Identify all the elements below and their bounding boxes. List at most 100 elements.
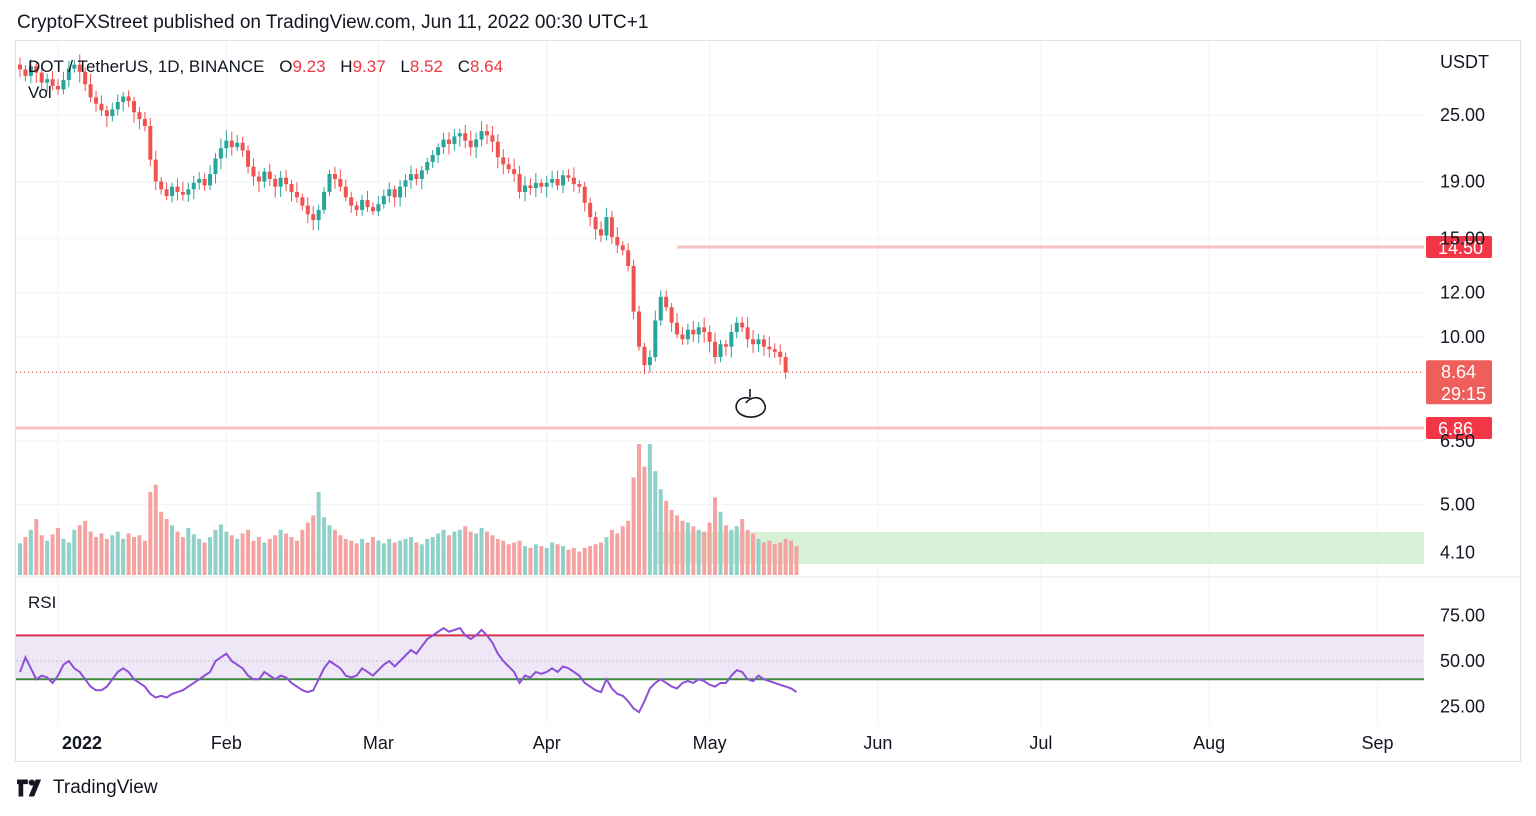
candle-body (566, 175, 571, 178)
candle-body (153, 159, 158, 182)
volume-bar (544, 547, 549, 575)
candle-body (609, 217, 614, 238)
chart-frame[interactable]: 14.50 6.86 25.00 19.00 15.00 12.00 10.00 6.50 5.… (15, 40, 1522, 763)
volume-bar (555, 544, 560, 575)
candle-body (637, 311, 642, 347)
symbol-legend: DOT / TetherUS, 1D, BINANCE O9.23 H9.37 … (28, 57, 503, 77)
volume-bar (794, 546, 799, 575)
candle-body (289, 184, 294, 192)
candle-body (713, 341, 718, 358)
volume-bar (370, 537, 375, 575)
candle-body (446, 139, 451, 144)
volume-legend: Vol (28, 83, 52, 102)
candle-body (436, 147, 441, 156)
candle-body (474, 139, 479, 148)
low-value: 8.52 (409, 57, 443, 76)
volume-bar (767, 540, 772, 575)
volume-bar (153, 484, 158, 575)
volume-bar (294, 540, 299, 575)
volume-bar (615, 533, 620, 575)
volume-bar (707, 522, 712, 575)
tradingview-logo-icon (17, 779, 42, 797)
volume-bar (729, 529, 734, 575)
candle-body (680, 334, 685, 340)
candle-body (751, 339, 756, 345)
volume-bar (159, 511, 164, 575)
volume-bar (327, 525, 332, 575)
candle-body (685, 329, 690, 340)
candle-body (468, 140, 473, 148)
volume-bar (354, 543, 359, 575)
candle-body (588, 202, 593, 218)
candle-body (213, 158, 218, 175)
volume-bar (425, 538, 430, 575)
volume-bar (588, 546, 593, 575)
candle-body (767, 346, 772, 350)
volume-bar (360, 538, 365, 575)
volume-bar (778, 542, 783, 575)
candle-body (246, 150, 251, 167)
volume-bar (332, 529, 337, 575)
time-axis-tick: 2022 (62, 733, 102, 753)
candle-body (626, 250, 631, 267)
candle-body (66, 68, 71, 81)
volume-bar (72, 529, 77, 575)
volume-bar (305, 522, 310, 575)
volume-bar (669, 509, 674, 575)
volume-bar (484, 531, 489, 575)
volume-bar (528, 547, 533, 575)
candle-body (18, 64, 22, 70)
volume-bar (229, 535, 234, 575)
volume-bar (522, 546, 527, 575)
volume-bar (343, 538, 348, 575)
candle-body (647, 357, 652, 366)
candle-body (170, 186, 175, 196)
candle-body (506, 164, 511, 170)
price-chart[interactable]: 14.50 6.86 25.00 19.00 15.00 12.00 10.00 6.50 5.… (16, 41, 1522, 763)
volume-bar (490, 535, 495, 575)
level-price-label: 14.50 (1438, 238, 1483, 258)
high-label: H (340, 57, 353, 76)
candle-body (202, 178, 207, 186)
candle-body (392, 189, 397, 198)
volume-bar (740, 519, 745, 575)
candle-body (658, 296, 663, 321)
volume-bar (50, 534, 55, 575)
volume-bar (246, 529, 251, 575)
volume-bar (696, 529, 701, 575)
candle-body (490, 135, 495, 142)
time-axis-tick: Feb (211, 733, 242, 753)
candle-body (528, 185, 533, 188)
candle-body (104, 110, 109, 117)
candle-body (322, 191, 327, 210)
volume-bar (278, 529, 283, 575)
candle-body (783, 357, 788, 373)
volume-bar (349, 540, 354, 575)
candle-body (723, 344, 728, 347)
candle-body (729, 332, 734, 347)
candle-body (72, 64, 77, 69)
candle-body (175, 186, 180, 192)
open-value: 9.23 (292, 57, 326, 76)
time-axis-tick: Sep (1361, 733, 1393, 753)
volume-bar (506, 544, 511, 575)
level-price-label-bg (1426, 417, 1492, 440)
volume-bar (164, 519, 169, 575)
price-axis-tick: 25.00 (1440, 105, 1485, 125)
time-axis-tick: Mar (363, 733, 394, 753)
candle-body (620, 245, 625, 251)
candle-body (740, 322, 745, 328)
price-axis-tick: 19.00 (1440, 172, 1485, 192)
candle-body (148, 126, 153, 160)
candle-body (88, 84, 93, 98)
symbol-name: DOT / TetherUS, 1D, BINANCE (28, 57, 265, 76)
volume-bar (734, 526, 739, 575)
price-axis-tick: 6.50 (1440, 431, 1475, 451)
volume-bar (772, 544, 777, 575)
candle-body (28, 66, 33, 76)
candle-body (522, 185, 527, 192)
volume-bar (28, 529, 33, 575)
candle-body (696, 327, 701, 335)
volume-bar (170, 525, 175, 575)
volume-bar (240, 533, 245, 575)
